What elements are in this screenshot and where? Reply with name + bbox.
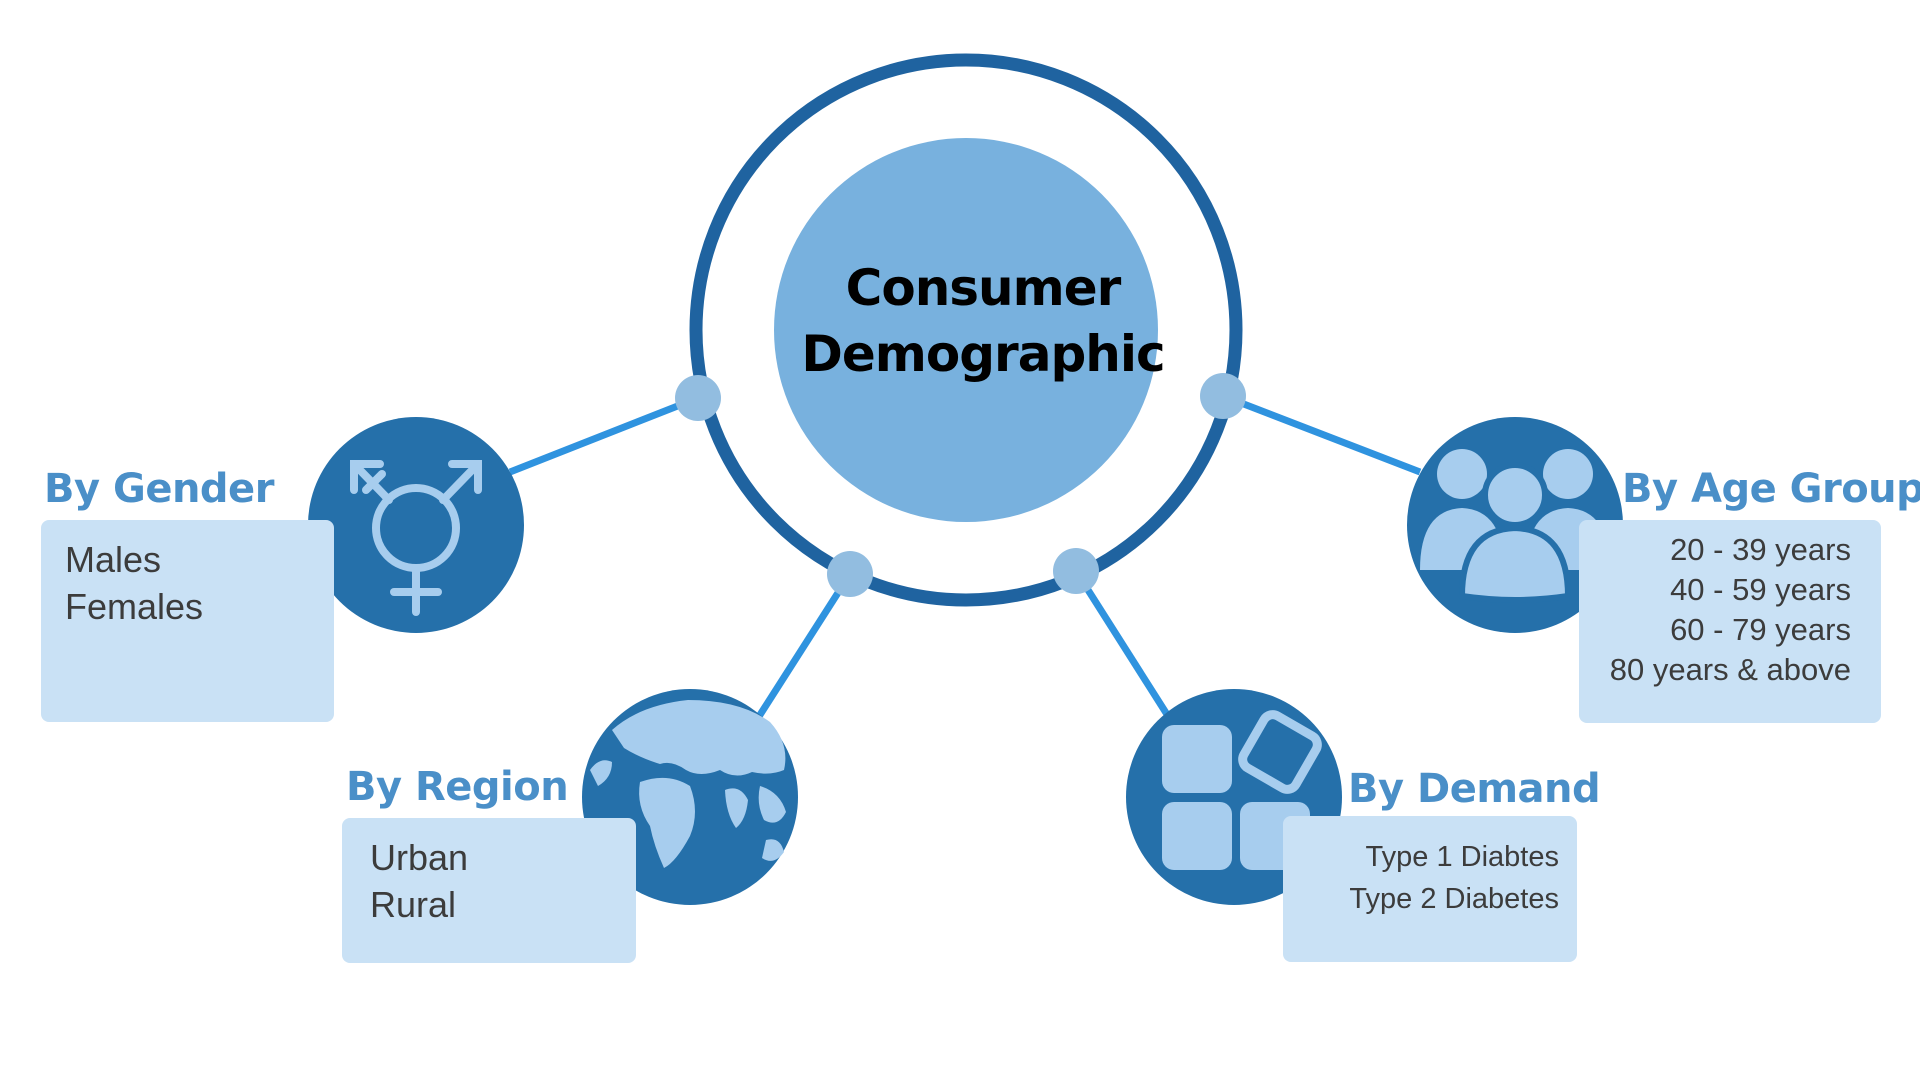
connector-gender	[508, 394, 700, 476]
center-disc	[774, 138, 1158, 522]
center-title-line2: Demographic	[801, 325, 1165, 383]
demand-item-type2: Type 2 Diabetes	[1349, 883, 1559, 915]
age-title: By Age Group	[1622, 466, 1920, 512]
demand-title: By Demand	[1348, 766, 1601, 812]
gender-item-males: Males	[65, 539, 162, 580]
demand-item-type1: Type 1 Diabtes	[1365, 841, 1559, 873]
demand-box: Type 1 Diabtes Type 2 Diabetes	[1283, 816, 1577, 962]
region-item-urban: Urban	[370, 837, 469, 878]
region-title: By Region	[346, 764, 569, 810]
node-age	[1200, 373, 1246, 419]
globe-icon	[582, 689, 798, 905]
connector-age	[1221, 392, 1422, 476]
center-ring	[689, 53, 1243, 607]
gender-symbol-icon	[308, 417, 524, 633]
region-item-rural: Rural	[370, 884, 457, 925]
node-demand	[1053, 548, 1099, 594]
gender-title: By Gender	[44, 466, 274, 512]
center-title-line1: Consumer	[845, 259, 1122, 317]
age-item-80-above: 80 years & above	[1609, 652, 1851, 687]
age-item-20-39: 20 - 39 years	[1670, 532, 1851, 567]
center-title: Consumer Demographic	[753, 255, 1213, 387]
age-box: 20 - 39 years 40 - 59 years 60 - 79 year…	[1579, 520, 1881, 723]
node-region	[827, 551, 873, 597]
gender-item-females: Females	[65, 586, 204, 627]
connector-demand	[1073, 569, 1171, 718]
age-item-60-79: 60 - 79 years	[1670, 612, 1851, 647]
age-item-40-59: 40 - 59 years	[1670, 572, 1851, 607]
connector-region	[755, 572, 853, 720]
node-gender	[675, 375, 721, 421]
gender-box: Males Females	[41, 520, 334, 722]
region-box: Urban Rural	[342, 818, 636, 963]
